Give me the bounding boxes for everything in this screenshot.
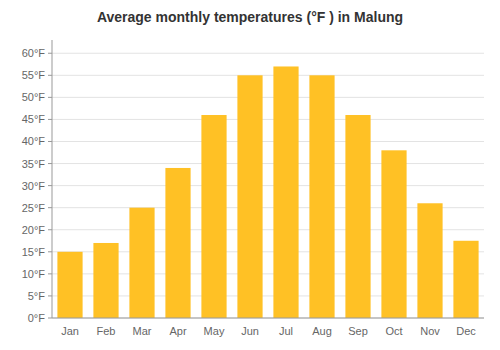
x-tick-label: Jan bbox=[61, 325, 79, 337]
bar bbox=[417, 203, 442, 318]
y-tick bbox=[48, 163, 52, 164]
y-tick bbox=[48, 119, 52, 120]
grid-line bbox=[52, 53, 484, 54]
y-tick bbox=[48, 207, 52, 208]
y-tick-label: 15°F bbox=[22, 246, 46, 258]
grid-line bbox=[52, 75, 484, 76]
y-tick-label: 60°F bbox=[22, 47, 46, 59]
x-tick-label: Aug bbox=[312, 325, 332, 337]
bar bbox=[165, 168, 190, 318]
y-tick bbox=[48, 141, 52, 142]
grid-line bbox=[52, 119, 484, 120]
y-tick bbox=[48, 318, 52, 319]
y-axis-ticks: 0°F 5°F 10°F 15°F 20°F 25°F 30°F 35°F 40°F 45°F 50… bbox=[22, 47, 52, 324]
y-tick-label: 0°F bbox=[28, 312, 46, 324]
grid-line bbox=[52, 141, 484, 142]
y-tick bbox=[48, 295, 52, 296]
x-tick-label: Feb bbox=[97, 325, 116, 337]
y-tick-label: 30°F bbox=[22, 180, 46, 192]
chart-container: Average monthly temperatures (°F ) in Ma… bbox=[0, 0, 500, 350]
y-tick-label: 25°F bbox=[22, 202, 46, 214]
x-axis-line bbox=[52, 318, 484, 319]
bar bbox=[237, 75, 262, 318]
grid-line bbox=[52, 318, 484, 319]
bars bbox=[57, 66, 478, 318]
grid-line bbox=[52, 185, 484, 186]
x-tick-label: Mar bbox=[133, 325, 152, 337]
x-tick-label: Jul bbox=[279, 325, 293, 337]
x-tick-label: Oct bbox=[385, 325, 402, 337]
bar bbox=[57, 252, 82, 318]
y-tick bbox=[48, 229, 52, 230]
chart-svg: Average monthly temperatures (°F ) in Ma… bbox=[0, 0, 500, 350]
grid bbox=[52, 53, 484, 318]
y-tick bbox=[48, 97, 52, 98]
bar bbox=[201, 115, 226, 318]
bar bbox=[345, 115, 370, 318]
x-tick-label: Apr bbox=[169, 325, 186, 337]
x-tick-label: Dec bbox=[456, 325, 476, 337]
x-axis-ticks: Jan Feb Mar Apr May Jun Jul Aug Sep Oct Nov Dec bbox=[61, 325, 476, 337]
chart-title: Average monthly temperatures (°F ) in Ma… bbox=[97, 9, 403, 25]
y-tick-label: 10°F bbox=[22, 268, 46, 280]
y-tick bbox=[48, 75, 52, 76]
bar bbox=[381, 150, 406, 318]
y-axis-line bbox=[52, 40, 53, 318]
x-tick-label: Jun bbox=[241, 325, 259, 337]
y-tick-label: 45°F bbox=[22, 113, 46, 125]
bar bbox=[309, 75, 334, 318]
bar bbox=[453, 241, 478, 318]
x-tick-label: Sep bbox=[348, 325, 368, 337]
bar bbox=[273, 66, 298, 318]
y-tick-label: 50°F bbox=[22, 91, 46, 103]
y-tick-label: 40°F bbox=[22, 135, 46, 147]
bar bbox=[129, 208, 154, 318]
grid-line bbox=[52, 97, 484, 98]
y-tick-label: 5°F bbox=[28, 290, 46, 302]
y-tick-label: 20°F bbox=[22, 224, 46, 236]
grid-line bbox=[52, 163, 484, 164]
y-tick-label: 35°F bbox=[22, 158, 46, 170]
x-tick-label: Nov bbox=[420, 325, 440, 337]
bar bbox=[93, 243, 118, 318]
x-tick-label: May bbox=[204, 325, 225, 337]
y-tick bbox=[48, 185, 52, 186]
y-tick-label: 55°F bbox=[22, 69, 46, 81]
y-tick bbox=[48, 273, 52, 274]
y-tick bbox=[48, 53, 52, 54]
y-tick bbox=[48, 251, 52, 252]
